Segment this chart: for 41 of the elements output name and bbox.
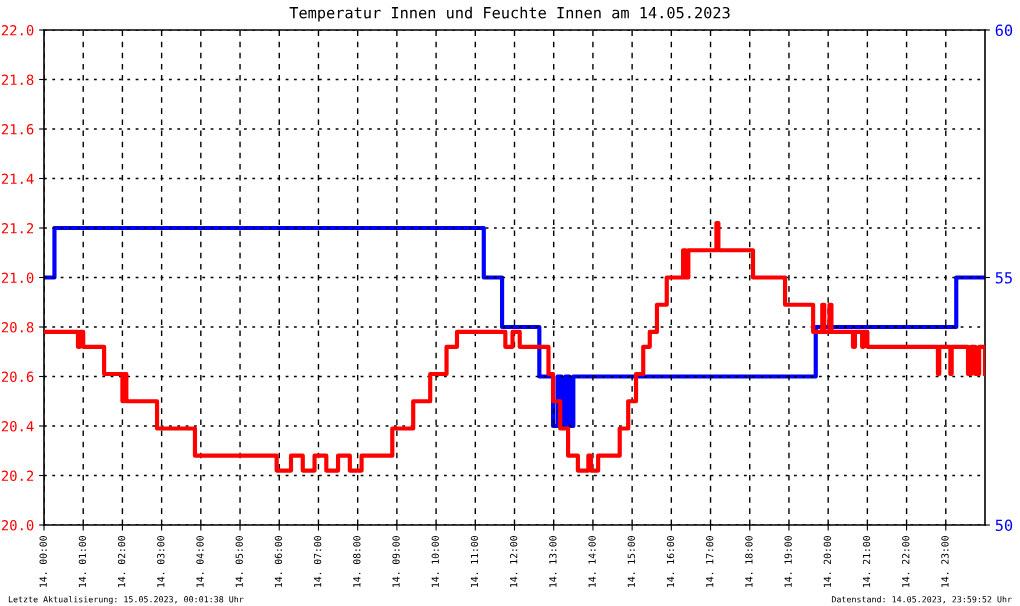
y-tick-label: 21.2 bbox=[1, 223, 34, 234]
x-tick-label: 14. 01:00 bbox=[78, 536, 87, 587]
y-tick-label: 21.0 bbox=[1, 272, 34, 284]
y-tick-label: 21.4 bbox=[1, 173, 34, 184]
x-tick-label: 14. 04:00 bbox=[196, 536, 204, 587]
x-tick-label: 14. 21:00 bbox=[862, 536, 871, 587]
x-tick-label: 14. 16:00 bbox=[666, 536, 675, 587]
x-tick-label: 14. 05:00 bbox=[235, 536, 243, 587]
y-tick-label: 22.0 bbox=[1, 25, 34, 36]
y2-tick-label: 50 bbox=[995, 519, 1013, 532]
x-tick-label: 14. 10:00 bbox=[431, 536, 439, 587]
x-tick-label: 14. 09:00 bbox=[392, 536, 400, 587]
x-tick-label: 14. 18:00 bbox=[745, 536, 753, 587]
x-tick-label: 14. 23:00 bbox=[941, 536, 949, 587]
chart-title: Temperatur Innen und Feuchte Innen am 14.05.2023 bbox=[289, 6, 730, 22]
y2-tick-label: 55 bbox=[995, 272, 1012, 284]
x-tick-label: 14. 07:00 bbox=[313, 536, 322, 587]
y-tick-label: 21.8 bbox=[1, 74, 34, 86]
x-tick-label: 14. 15:00 bbox=[627, 536, 635, 587]
x-tick-label: 14. 22:00 bbox=[902, 536, 910, 587]
x-tick-label: 14. 06:00 bbox=[274, 536, 283, 587]
x-tick-label: 14. 19:00 bbox=[784, 536, 792, 587]
x-tick-label: 14. 03:00 bbox=[157, 536, 165, 587]
y-tick-label: 21.6 bbox=[1, 124, 34, 135]
x-tick-label: 14. 20:00 bbox=[823, 536, 832, 587]
x-tick-label: 14. 12:00 bbox=[509, 536, 518, 587]
x-tick-label: 14. 08:00 bbox=[353, 536, 361, 587]
y-tick-label: 20.0 bbox=[1, 520, 34, 531]
x-tick-label: 14. 11:00 bbox=[470, 536, 479, 587]
text: Datenstand: 14.05.2023, 23:59:52 Uhr bbox=[831, 595, 1012, 604]
y-tick-label: 20.2 bbox=[1, 470, 34, 482]
x-tick-label: 14. 02:00 bbox=[117, 536, 126, 587]
y2-tick-label: 60 bbox=[995, 24, 1013, 37]
x-tick-label: 14. 14:00 bbox=[588, 536, 596, 587]
y-tick-label: 20.6 bbox=[1, 371, 34, 383]
x-tick-label: 14. 13:00 bbox=[549, 536, 557, 587]
x-tick-label: 14. 17:00 bbox=[706, 536, 714, 587]
x-tick-label: 14. 00:00 bbox=[39, 536, 47, 587]
y-tick-label: 20.8 bbox=[1, 322, 34, 333]
y-tick-label: 20.4 bbox=[1, 421, 34, 432]
text: Letzte Aktualisierung: 15.05.2023, 00:01:38 Uhr bbox=[8, 595, 244, 605]
